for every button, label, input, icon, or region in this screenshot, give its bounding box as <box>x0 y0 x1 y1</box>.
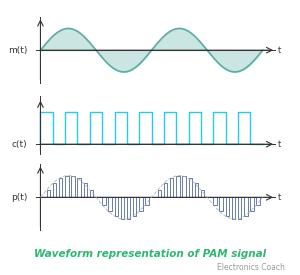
Bar <box>139 197 142 211</box>
Bar <box>164 183 167 197</box>
Bar <box>121 197 124 219</box>
Bar <box>146 197 149 205</box>
Bar <box>108 197 112 211</box>
Text: c(t): c(t) <box>11 140 27 149</box>
Bar <box>77 178 81 197</box>
Text: t: t <box>278 193 281 202</box>
Bar <box>232 197 235 219</box>
Bar <box>244 197 248 216</box>
Bar <box>115 197 118 216</box>
Bar <box>201 190 204 197</box>
Bar <box>59 178 62 197</box>
Text: m(t): m(t) <box>8 46 27 55</box>
Text: Waveform representation of PAM signal: Waveform representation of PAM signal <box>34 249 266 259</box>
Bar <box>250 197 254 211</box>
Bar <box>176 176 180 197</box>
Bar <box>226 197 229 216</box>
Text: t: t <box>278 140 281 149</box>
Bar <box>182 176 186 197</box>
Text: p(t): p(t) <box>11 193 27 202</box>
Bar <box>195 183 198 197</box>
Bar <box>133 197 136 216</box>
Bar <box>158 190 161 197</box>
Bar <box>170 178 173 197</box>
Bar <box>238 197 242 219</box>
Bar <box>127 197 130 219</box>
Bar <box>84 183 87 197</box>
Bar <box>90 190 93 197</box>
Text: Electronics Coach: Electronics Coach <box>217 263 285 272</box>
Bar <box>213 197 217 205</box>
Bar <box>46 190 50 197</box>
Bar <box>71 176 75 197</box>
Bar <box>53 183 56 197</box>
Bar <box>189 178 192 197</box>
Text: t: t <box>278 46 281 55</box>
Bar <box>102 197 106 205</box>
Bar <box>256 197 260 205</box>
Bar <box>220 197 223 211</box>
Bar <box>65 176 68 197</box>
